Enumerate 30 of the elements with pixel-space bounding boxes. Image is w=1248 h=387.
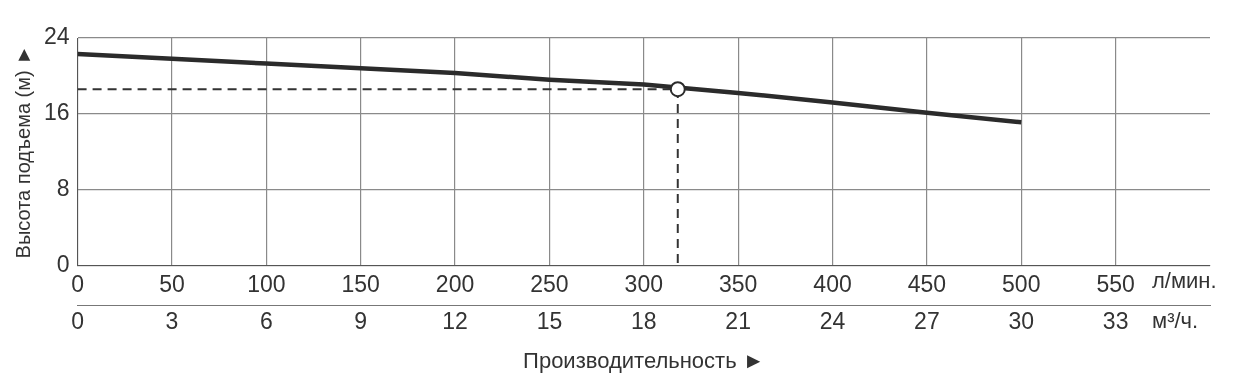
x2-tick-label: 9 — [354, 308, 368, 335]
x-tick-label: 200 — [435, 270, 475, 297]
x-tick-label: 50 — [159, 270, 185, 297]
x-tick-label: 500 — [1002, 270, 1041, 297]
x-tick-label: 450 — [907, 270, 947, 297]
x2-tick-label: 30 — [1008, 308, 1035, 335]
y-axis-title: Высота подъема (м) ► — [11, 44, 34, 259]
x2-tick-label: 15 — [536, 308, 563, 335]
x-tick-label: 350 — [718, 270, 758, 297]
y-tick-label: 8 — [56, 174, 70, 201]
x-tick-label: 300 — [624, 270, 663, 297]
x-tick-label: 550 — [1096, 270, 1135, 297]
y-tick-label: 16 — [43, 99, 70, 126]
x2-tick-label: 3 — [165, 308, 179, 335]
x-tick-label: 150 — [341, 270, 380, 297]
x-tick-label: 250 — [530, 270, 569, 297]
x2-tick-label: 6 — [259, 308, 273, 335]
y-tick-label: 24 — [43, 23, 70, 50]
y-tick-label: 0 — [56, 250, 70, 277]
text: л/мин. — [1152, 268, 1217, 294]
x2-tick-label: 12 — [442, 308, 468, 335]
x2-tick-label: 24 — [819, 308, 846, 335]
x-tick-label: 400 — [813, 270, 852, 297]
x2-tick-label: 27 — [914, 308, 940, 335]
x2-tick-label: 21 — [725, 308, 751, 335]
text: м³/ч. — [1152, 308, 1199, 334]
x2-tick-label: 18 — [630, 308, 657, 335]
x2-tick-label: 33 — [1102, 308, 1129, 335]
x-axis-title: Производительность ► — [523, 347, 765, 373]
x-tick-label: 100 — [247, 270, 286, 297]
